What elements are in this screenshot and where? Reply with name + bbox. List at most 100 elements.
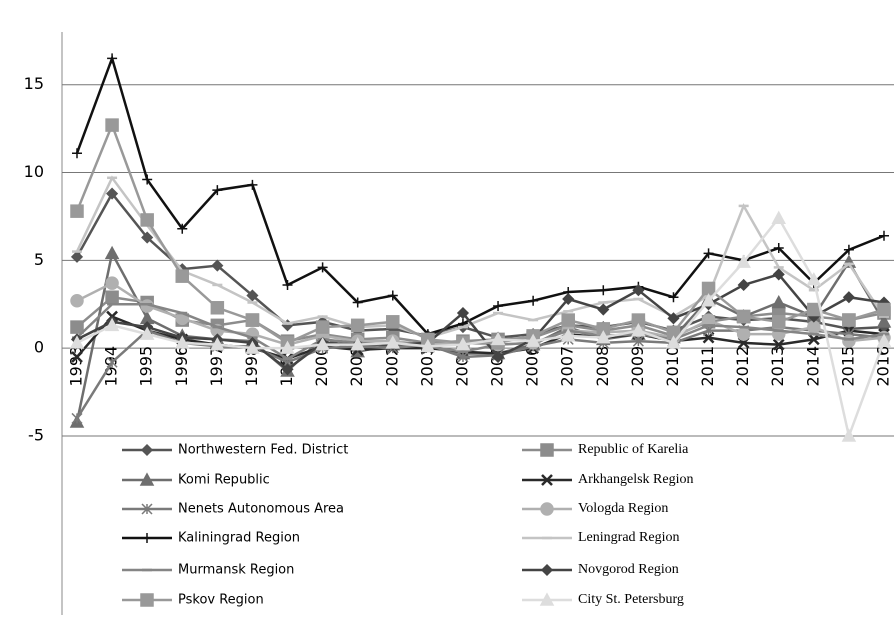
legend-marker	[140, 443, 154, 457]
x-tick-label: 2013	[768, 346, 787, 387]
marker	[282, 279, 293, 290]
marker	[632, 284, 645, 297]
marker	[385, 335, 401, 349]
marker	[456, 306, 470, 320]
marker	[174, 335, 190, 349]
marker	[842, 334, 856, 348]
marker	[668, 292, 679, 303]
marker	[71, 351, 83, 363]
marker	[140, 213, 154, 227]
marker	[597, 303, 610, 316]
x-tick-label: 2002	[382, 346, 401, 387]
legend-label: Komi Republic	[178, 473, 270, 488]
marker	[72, 148, 82, 159]
marker	[352, 297, 363, 308]
marker	[386, 315, 400, 329]
marker	[457, 351, 469, 363]
legend-marker	[540, 563, 554, 577]
marker	[843, 244, 854, 255]
marker	[771, 210, 787, 224]
marker	[420, 338, 436, 353]
x-tick-label: 2007	[558, 346, 577, 387]
marker	[245, 313, 260, 327]
marker	[212, 185, 223, 196]
marker	[736, 309, 751, 324]
marker	[528, 295, 539, 306]
legend-label: Northwestern Fed. District	[178, 443, 348, 458]
y-tick-label: 15	[24, 74, 44, 93]
marker	[736, 327, 751, 341]
marker	[280, 340, 295, 354]
marker	[105, 118, 119, 132]
marker	[104, 317, 120, 332]
marker	[666, 335, 681, 349]
marker	[315, 337, 330, 351]
x-tick-label: 1995	[137, 346, 156, 387]
marker	[387, 290, 398, 301]
legend-label: Vologda Region	[578, 501, 668, 516]
marker	[210, 337, 225, 351]
x-tick-label: 2006	[523, 346, 542, 387]
marker	[70, 320, 84, 334]
x-tick-label: 1996	[172, 346, 191, 387]
marker	[246, 289, 259, 302]
marker	[879, 230, 889, 241]
marker	[596, 330, 611, 344]
legend-label: Pskov Region	[178, 593, 264, 608]
legend-marker	[139, 472, 155, 486]
marker	[806, 272, 822, 286]
y-tick-label: 0	[34, 338, 44, 357]
legend-marker	[142, 533, 152, 543]
marker	[350, 318, 365, 333]
series-line	[76, 303, 885, 361]
marker	[281, 363, 294, 376]
legend-label: Novgorod Region	[578, 562, 679, 577]
legend-label: Kaliningrad Region	[178, 531, 300, 546]
marker	[807, 302, 821, 317]
marker	[737, 278, 750, 291]
legend-label: Leningrad Region	[578, 530, 679, 545]
legend-marker	[539, 592, 555, 606]
marker	[70, 250, 84, 263]
marker	[210, 301, 225, 315]
marker	[560, 328, 576, 342]
marker	[807, 320, 821, 334]
marker	[631, 323, 646, 337]
legend-label: Arkhangelsk Region	[578, 472, 693, 487]
legend-label: City St. Petersburg	[578, 592, 684, 607]
x-tick-label: 2008	[593, 346, 612, 387]
marker	[841, 428, 857, 442]
marker	[773, 243, 784, 254]
marker	[317, 262, 328, 273]
series-line	[75, 175, 886, 339]
marker	[701, 293, 716, 307]
marker	[561, 313, 575, 327]
marker	[491, 350, 505, 364]
marker	[70, 204, 84, 218]
marker	[772, 338, 785, 351]
marker	[211, 259, 224, 272]
x-tick-label: 1997	[207, 346, 226, 387]
x-tick-label: 2012	[733, 346, 752, 387]
x-tick-label: 2011	[698, 346, 717, 387]
legend-marker	[141, 503, 153, 515]
marker	[105, 276, 119, 290]
y-tick-label: 10	[24, 162, 44, 181]
x-tick-label: 2003	[417, 346, 436, 387]
legend-label: Murmansk Region	[178, 563, 294, 578]
marker	[807, 333, 820, 346]
marker	[104, 245, 120, 260]
marker	[562, 292, 575, 306]
legend-marker	[140, 593, 154, 607]
legend-marker	[540, 502, 554, 516]
marker	[771, 315, 786, 329]
y-tick-label: 5	[34, 250, 44, 269]
marker	[175, 269, 190, 283]
marker	[105, 290, 119, 304]
x-tick-label: 2000	[312, 346, 331, 387]
marker	[876, 333, 892, 347]
series-line	[76, 272, 885, 371]
marker	[139, 326, 155, 340]
legend-marker	[541, 474, 553, 486]
